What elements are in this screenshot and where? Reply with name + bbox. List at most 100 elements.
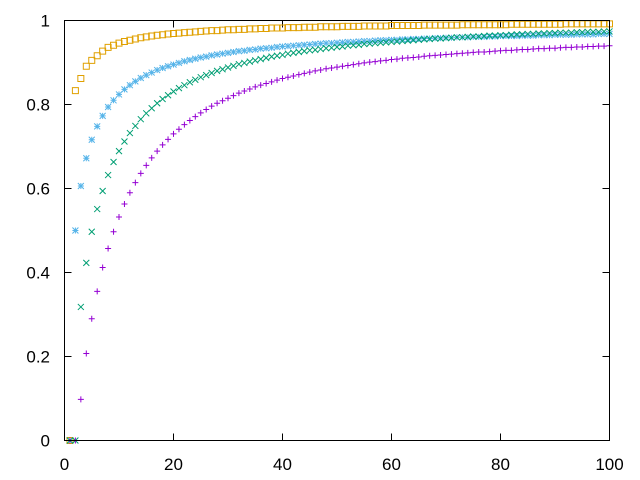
data-point xyxy=(131,78,139,85)
data-point xyxy=(567,29,575,37)
data-point xyxy=(344,62,351,69)
data-point xyxy=(579,43,586,50)
data-point xyxy=(71,87,79,95)
data-point xyxy=(164,91,172,99)
data-point xyxy=(567,31,575,39)
data-point xyxy=(241,88,248,95)
y-tick-label: 0.6 xyxy=(26,180,50,199)
data-point xyxy=(153,99,161,107)
data-point xyxy=(148,32,156,40)
data-point xyxy=(371,37,379,45)
data-point xyxy=(486,33,493,40)
data-point xyxy=(246,58,254,66)
data-point xyxy=(410,54,417,61)
data-point xyxy=(518,31,526,38)
data-point xyxy=(175,59,183,67)
data-point xyxy=(131,35,139,43)
data-point xyxy=(562,31,570,39)
data-point xyxy=(382,36,390,44)
data-point xyxy=(83,350,90,357)
data-point xyxy=(443,51,449,58)
data-point xyxy=(573,43,580,50)
data-point xyxy=(143,162,150,169)
data-point xyxy=(317,67,324,74)
data-point xyxy=(399,55,406,62)
x-tick-label: 100 xyxy=(595,455,623,474)
data-point xyxy=(595,30,602,38)
data-point xyxy=(219,50,226,58)
data-point xyxy=(562,29,570,37)
data-point xyxy=(121,138,128,145)
data-point xyxy=(600,30,608,38)
data-point xyxy=(355,38,363,45)
data-point xyxy=(295,48,303,56)
data-point xyxy=(208,103,215,110)
data-point xyxy=(213,67,221,75)
data-point xyxy=(116,214,122,221)
data-point xyxy=(524,30,532,38)
data-point xyxy=(333,39,341,47)
data-point xyxy=(366,37,374,45)
data-point xyxy=(458,33,466,41)
data-point xyxy=(590,43,597,50)
data-point xyxy=(110,41,118,49)
data-point xyxy=(535,31,543,39)
data-point xyxy=(262,44,270,52)
data-point xyxy=(126,129,134,137)
data-point xyxy=(137,34,145,42)
y-tick-label: 1 xyxy=(41,12,50,31)
data-point xyxy=(432,52,439,59)
data-point xyxy=(546,45,553,52)
data-point xyxy=(431,35,439,42)
data-point xyxy=(535,30,543,37)
data-point xyxy=(469,33,477,40)
data-point xyxy=(606,20,613,28)
data-point xyxy=(72,227,79,234)
data-point xyxy=(290,72,297,79)
data-point xyxy=(388,38,395,46)
data-point xyxy=(388,56,395,63)
data-point xyxy=(142,109,150,117)
data-point xyxy=(519,46,526,53)
data-point xyxy=(94,288,101,295)
data-point xyxy=(393,36,401,44)
data-point xyxy=(355,60,362,67)
data-point xyxy=(99,47,107,55)
data-point xyxy=(273,43,281,51)
data-point xyxy=(121,86,128,93)
data-point xyxy=(300,47,308,55)
series-plus xyxy=(66,42,613,444)
data-point xyxy=(589,31,597,38)
data-point xyxy=(300,41,308,49)
data-point xyxy=(508,32,515,40)
data-point xyxy=(93,122,101,130)
data-point xyxy=(360,37,368,45)
data-point xyxy=(328,44,335,52)
data-point xyxy=(235,90,242,97)
data-point xyxy=(399,36,406,43)
data-point xyxy=(137,115,145,123)
data-point xyxy=(349,38,357,46)
data-point xyxy=(459,50,466,57)
data-point xyxy=(546,29,553,37)
data-point xyxy=(529,32,537,39)
data-point xyxy=(170,88,177,95)
data-point xyxy=(426,52,433,59)
data-point xyxy=(132,179,139,186)
data-point xyxy=(110,228,117,235)
data-point xyxy=(502,31,510,39)
data-point xyxy=(126,189,133,196)
x-tick-label: 40 xyxy=(273,455,292,474)
data-point xyxy=(557,44,564,51)
data-point xyxy=(154,148,161,155)
tick-labels: 0 20 40 60 80 100 0 0.2 0.4 0.6 0.8 1 xyxy=(26,12,623,475)
data-point xyxy=(437,51,444,58)
y-tick-label: 0.4 xyxy=(26,264,50,283)
data-point xyxy=(165,136,172,143)
data-point xyxy=(202,71,210,79)
data-point xyxy=(595,43,602,50)
data-point xyxy=(115,147,123,155)
data-point xyxy=(88,56,96,64)
data-point xyxy=(246,46,254,54)
